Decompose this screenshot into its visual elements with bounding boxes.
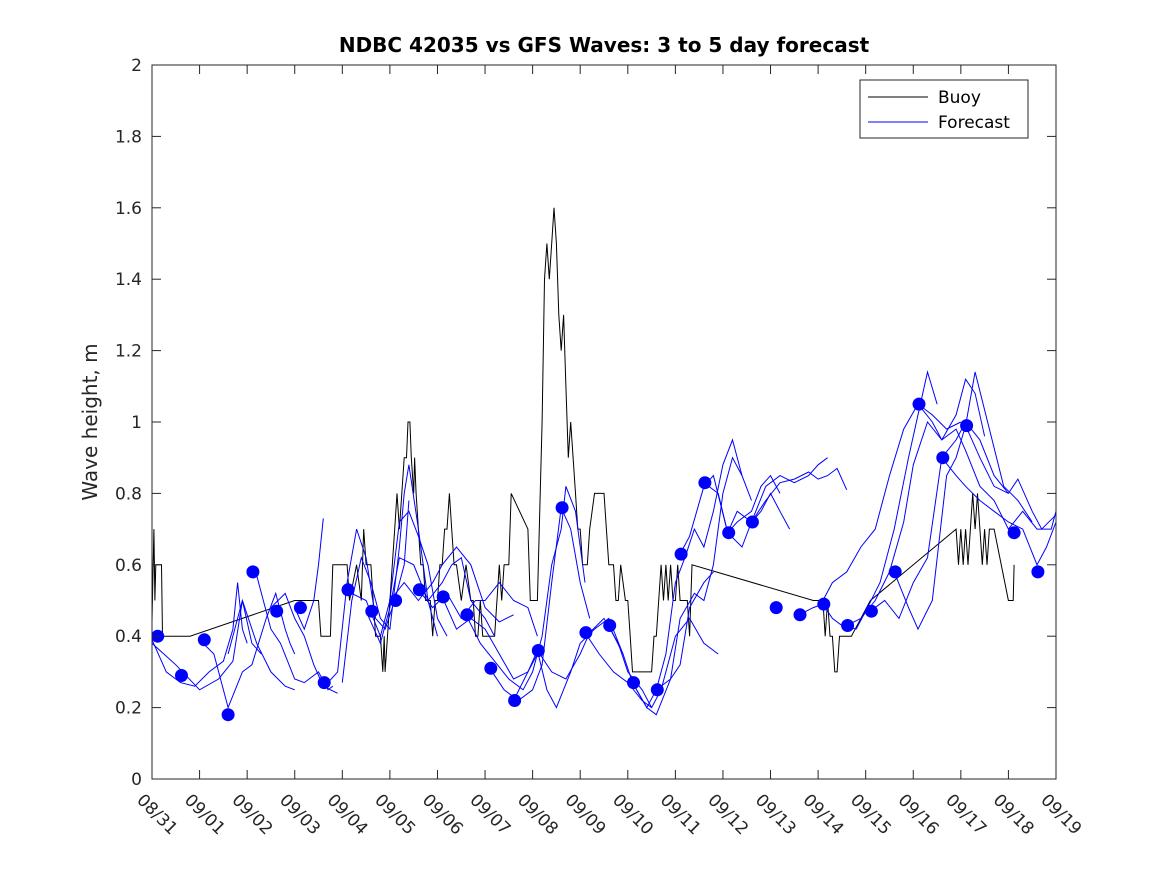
forecast-line-18 <box>584 617 719 709</box>
forecast-marker-31 <box>888 565 902 579</box>
forecast-marker-17 <box>555 501 569 515</box>
forecast-marker-20 <box>627 676 640 690</box>
y-tick-label: 0.4 <box>115 627 142 647</box>
buoy-series-line <box>152 207 1015 673</box>
forecast-line-7 <box>327 500 410 683</box>
forecast-marker-14 <box>484 661 498 675</box>
forecast-line-0 <box>152 582 248 687</box>
forecast-line-1 <box>152 600 262 691</box>
forecast-marker-3 <box>221 708 235 722</box>
forecast-marker-11 <box>412 583 426 597</box>
y-tick-label: 2 <box>131 56 142 76</box>
forecast-marker-23 <box>698 476 712 490</box>
series-layer <box>152 207 1056 722</box>
forecast-marker-8 <box>341 583 355 597</box>
forecast-marker-30 <box>864 604 878 618</box>
forecast-line-30 <box>893 371 1033 631</box>
forecast-line-28 <box>846 378 986 626</box>
forecast-line-2 <box>199 591 296 710</box>
forecast-marker-25 <box>745 515 759 529</box>
forecast-marker-33 <box>936 451 950 465</box>
forecast-line-22 <box>679 474 781 555</box>
forecast-marker-5 <box>270 604 284 618</box>
y-axis-label: Wave height, m <box>78 343 102 500</box>
y-tick-label: 0 <box>131 770 142 790</box>
y-tick-label: 1.6 <box>115 199 142 219</box>
forecast-line-9 <box>351 510 448 638</box>
forecast-marker-9 <box>365 604 379 618</box>
forecast-marker-15 <box>508 694 522 707</box>
forecast-line-31 <box>917 403 1056 531</box>
forecast-marker-34 <box>960 419 974 433</box>
forecast-marker-32 <box>912 397 926 411</box>
y-tick-label: 1.4 <box>115 270 142 290</box>
forecast-marker-7 <box>317 676 331 690</box>
forecast-line-32 <box>941 457 1056 566</box>
forecast-marker-4 <box>246 565 260 579</box>
forecast-line-3 <box>227 598 295 691</box>
y-tick-label: 1 <box>131 413 142 433</box>
forecast-line-13 <box>441 596 538 680</box>
forecast-marker-18 <box>579 626 593 640</box>
forecast-marker-10 <box>389 594 403 607</box>
forecast-line-20 <box>632 456 743 709</box>
forecast-line-16 <box>513 617 624 709</box>
forecast-marker-21 <box>650 683 664 697</box>
forecast-marker-22 <box>674 547 688 561</box>
forecast-marker-36 <box>1031 565 1045 579</box>
forecast-marker-1 <box>175 669 188 682</box>
y-tick-label: 1.8 <box>115 127 142 147</box>
forecast-marker-28 <box>817 597 831 611</box>
y-tick-label: 0.8 <box>115 484 142 504</box>
forecast-marker-29 <box>841 619 855 632</box>
forecast-line-24 <box>727 457 828 533</box>
y-axis: 0 0.2 0.4 0.6 0.8 1 1.2 1.4 1.6 1.8 2 <box>115 56 1056 790</box>
forecast-marker-35 <box>1007 526 1021 540</box>
forecast-marker-24 <box>722 526 736 540</box>
forecast-line-11 <box>389 546 514 623</box>
forecast-marker-13 <box>460 608 474 622</box>
forecast-marker-27 <box>793 608 807 622</box>
legend-box <box>859 79 1029 139</box>
forecast-line-27 <box>822 403 962 601</box>
forecast-line-25 <box>751 467 848 523</box>
y-tick-label: 0.6 <box>115 556 142 576</box>
forecast-line-21 <box>655 438 752 690</box>
forecast-marker-19 <box>603 619 617 632</box>
legend-forecast-label: Forecast <box>938 113 1010 133</box>
chart-title: NDBC 42035 vs GFS Waves: 3 to 5 day fore… <box>339 33 870 57</box>
y-tick-label: 1.2 <box>115 342 142 362</box>
forecast-marker-2 <box>197 633 211 647</box>
forecast-marker-12 <box>436 590 450 604</box>
y-tick-label: 0.2 <box>115 699 142 719</box>
forecast-line-33 <box>965 425 1056 530</box>
forecast-marker-26 <box>769 601 783 615</box>
legend-buoy-label: Buoy <box>938 88 981 108</box>
forecast-line-6 <box>294 518 324 631</box>
forecast-marker-6 <box>293 601 307 615</box>
legend: Buoy Forecast <box>859 79 1029 139</box>
forecast-marker-16 <box>531 644 545 657</box>
